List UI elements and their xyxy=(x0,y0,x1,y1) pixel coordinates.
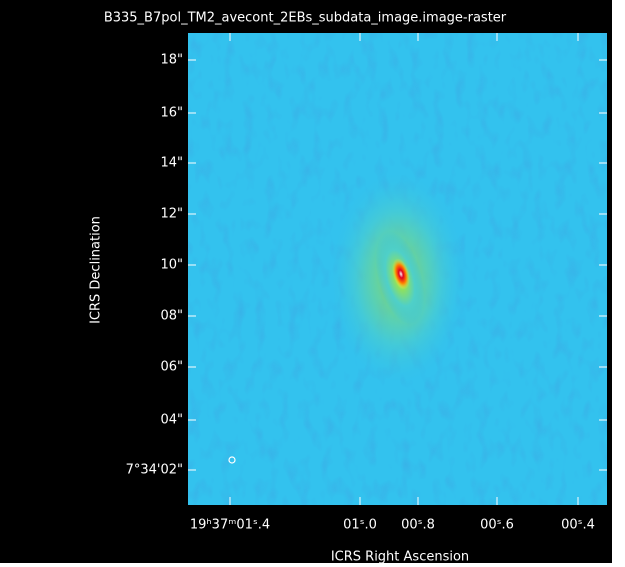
beam xyxy=(228,456,236,464)
x-axis-label: ICRS Right Ascension xyxy=(331,550,469,564)
y-tick-label: 18" xyxy=(160,53,183,68)
x-tick-label: 00ˢ.8 xyxy=(401,518,435,533)
x-tick-label: 01ˢ.0 xyxy=(343,518,377,533)
y-tick-label: 08" xyxy=(160,309,183,324)
y-axis-label: ICRS Declination xyxy=(89,216,104,324)
y-tick-label: 06" xyxy=(160,360,183,375)
y-tick-label: 14" xyxy=(160,156,183,171)
y-tick-label: 04" xyxy=(160,413,183,428)
y-tick-label: 7°34'02" xyxy=(126,463,183,478)
title: B335_B7pol_TM2_avecont_2EBs_subdata_imag… xyxy=(104,11,507,26)
raster xyxy=(188,33,607,505)
x-tick-label: 19ʰ37ᵐ01ˢ.4 xyxy=(190,518,270,533)
y-tick-label: 12" xyxy=(160,207,183,222)
x-tick-label: 00ˢ.6 xyxy=(480,518,514,533)
y-tick-label: 10" xyxy=(160,258,183,273)
x-tick-label: 00ˢ.4 xyxy=(561,518,595,533)
y-tick-label: 16" xyxy=(160,106,183,121)
